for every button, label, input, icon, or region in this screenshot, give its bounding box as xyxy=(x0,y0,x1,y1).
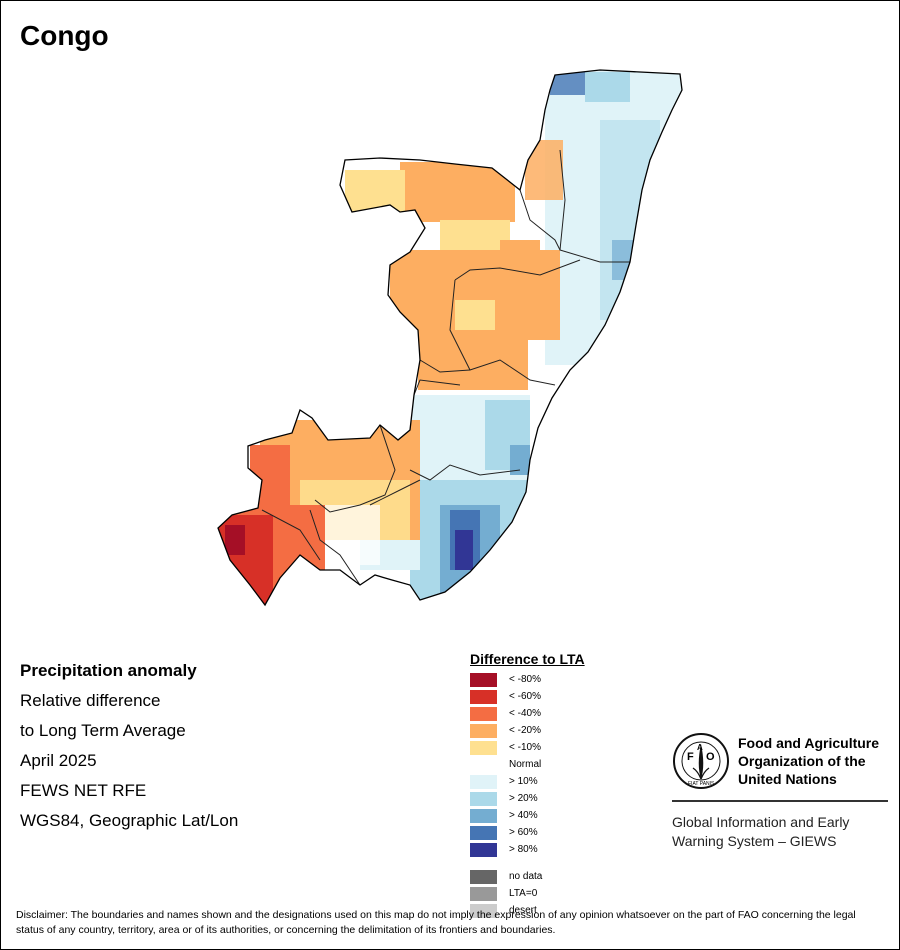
department-boundaries xyxy=(261,149,630,586)
info-line: to Long Term Average xyxy=(20,721,186,740)
legend-swatch xyxy=(470,672,497,687)
legend-label: > 10% xyxy=(509,776,538,787)
map-title: Congo xyxy=(20,20,109,51)
emblem-letter-a: A xyxy=(697,743,703,752)
emblem-letter-o: O xyxy=(706,751,715,763)
anomaly-map xyxy=(217,69,683,606)
legend-swatch xyxy=(470,706,497,721)
legend-item: > 60% xyxy=(470,824,670,841)
legend-item: > 10% xyxy=(470,773,670,790)
info-line: Precipitation anomaly xyxy=(20,661,197,680)
info-line: WGS84, Geographic Lat/Lon xyxy=(20,811,239,830)
fao-name: Food and Agriculture Organization of the… xyxy=(738,735,880,787)
legend-swatch xyxy=(470,825,497,840)
legend-label: no data xyxy=(509,871,543,882)
legend-swatch xyxy=(470,842,497,857)
legend-item: < -40% xyxy=(470,705,670,722)
giews-label: Global Information and Early Warning Sys… xyxy=(672,814,850,849)
info-line: Relative difference xyxy=(20,691,161,710)
legend-swatch xyxy=(470,740,497,755)
legend-label: LTA=0 xyxy=(509,888,538,899)
legend-label: > 40% xyxy=(509,810,538,821)
legend-label: < -10% xyxy=(509,742,541,753)
legend-swatch xyxy=(470,723,497,738)
legend-label: desert xyxy=(509,905,537,916)
legend-swatch xyxy=(470,774,497,789)
map-info: Precipitation anomaly Relative differenc… xyxy=(20,656,238,836)
legend-title: Difference to LTA xyxy=(470,651,585,667)
legend-item: < -60% xyxy=(470,688,670,705)
emblem-motto: FIAT PANIS xyxy=(688,781,715,787)
legend-item: desert xyxy=(470,902,670,919)
legend-swatch xyxy=(470,869,497,884)
legend-label: > 20% xyxy=(509,793,538,804)
legend-item: < -80% xyxy=(470,671,670,688)
legend-item: > 80% xyxy=(470,841,670,858)
legend-label: < -20% xyxy=(509,725,541,736)
legend-swatch xyxy=(470,903,497,918)
info-line: April 2025 xyxy=(20,751,97,770)
legend-label: > 80% xyxy=(509,844,538,855)
legend-label: > 60% xyxy=(509,827,538,838)
legend-swatch xyxy=(470,886,497,901)
legend-item: < -20% xyxy=(470,722,670,739)
legend-item: no data xyxy=(470,868,670,885)
info-line: FEWS NET RFE xyxy=(20,781,147,800)
legend-item: > 40% xyxy=(470,807,670,824)
legend-swatch xyxy=(470,808,497,823)
legend-swatch xyxy=(470,689,497,704)
legend-item: < -10% xyxy=(470,739,670,756)
anomaly-raster xyxy=(218,70,682,605)
fao-emblem-icon: F O A FIAT PANIS xyxy=(673,733,729,789)
disclaimer: Disclaimer: The boundaries and names sho… xyxy=(16,909,856,936)
legend-label-normal: Normal xyxy=(509,759,542,770)
legend-item: LTA=0 xyxy=(470,885,670,902)
divider xyxy=(672,800,888,802)
legend: Difference to LTA < -80% < -60% < -40% < -2… xyxy=(470,651,670,919)
legend-label: < -40% xyxy=(509,708,541,719)
legend-swatch xyxy=(470,791,497,806)
legend-label: < -60% xyxy=(509,691,541,702)
legend-item: > 20% xyxy=(470,790,670,807)
legend-label: < -80% xyxy=(509,674,541,685)
emblem-letter-f: F xyxy=(687,751,694,763)
